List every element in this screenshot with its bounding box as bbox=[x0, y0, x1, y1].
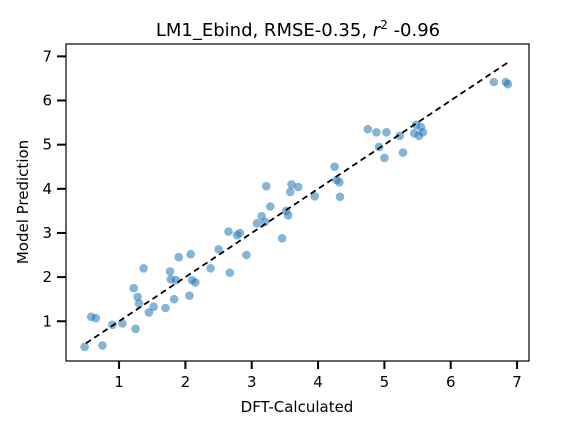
data-point-10 bbox=[134, 299, 144, 308]
y-tick-label-5: 5 bbox=[42, 136, 52, 154]
data-point-51 bbox=[382, 128, 391, 137]
data-point-26 bbox=[224, 227, 233, 236]
y-tick-label-1: 1 bbox=[42, 312, 52, 330]
data-point-35 bbox=[266, 202, 275, 211]
fit-line bbox=[85, 62, 508, 345]
x-tick-label-1: 1 bbox=[114, 373, 124, 391]
data-point-25 bbox=[214, 245, 223, 254]
data-point-45 bbox=[335, 177, 344, 187]
x-tick-label-7: 7 bbox=[512, 373, 522, 391]
data-point-17 bbox=[169, 294, 179, 304]
data-point-46 bbox=[335, 192, 345, 202]
data-point-53 bbox=[398, 148, 408, 157]
chart-title-r: r bbox=[373, 20, 382, 41]
chart-title-tail: -0.96 bbox=[388, 20, 440, 41]
data-point-31 bbox=[252, 219, 262, 228]
data-point-47 bbox=[363, 124, 373, 134]
y-tick-label-2: 2 bbox=[42, 268, 52, 286]
data-point-36 bbox=[277, 234, 287, 243]
data-point-34 bbox=[262, 181, 271, 191]
x-tick-label-4: 4 bbox=[313, 373, 323, 391]
data-point-40 bbox=[287, 180, 296, 189]
x-tick-label-6: 6 bbox=[446, 373, 456, 391]
data-point-11 bbox=[139, 264, 148, 273]
data-point-18 bbox=[171, 275, 181, 285]
data-point-3 bbox=[91, 313, 101, 323]
chart-title: LM1_Ebind, RMSE-0.35, r2 -0.96 bbox=[156, 18, 440, 41]
data-points bbox=[80, 77, 513, 352]
data-point-27 bbox=[225, 268, 235, 278]
data-point-30 bbox=[242, 250, 251, 260]
data-point-9 bbox=[133, 292, 142, 302]
data-point-20 bbox=[185, 291, 194, 301]
data-point-42 bbox=[310, 192, 320, 201]
x-axis-label: DFT-Calculated bbox=[241, 398, 354, 416]
y-tick-label-4: 4 bbox=[42, 180, 52, 198]
x-axis-ticks: 1 2 3 4 5 6 7 bbox=[114, 361, 522, 391]
data-point-12 bbox=[144, 308, 154, 317]
data-point-38 bbox=[283, 211, 293, 220]
data-point-50 bbox=[380, 153, 389, 163]
data-point-8 bbox=[131, 324, 140, 334]
x-tick-label-5: 5 bbox=[380, 373, 390, 391]
data-point-23 bbox=[191, 278, 200, 287]
data-point-14 bbox=[161, 303, 170, 313]
data-point-41 bbox=[293, 182, 303, 192]
data-point-43 bbox=[330, 162, 339, 171]
data-point-49 bbox=[374, 142, 384, 152]
data-point-24 bbox=[206, 264, 215, 273]
plot-frame bbox=[65, 43, 530, 362]
data-point-19 bbox=[174, 252, 184, 262]
data-point-13 bbox=[149, 302, 158, 312]
y-tick-label-6: 6 bbox=[42, 92, 52, 110]
y-axis-label: Model Prediction bbox=[14, 140, 32, 264]
y-axis-ticks: 1 2 3 4 5 6 7 bbox=[42, 47, 66, 330]
data-point-29 bbox=[235, 228, 245, 238]
data-point-1 bbox=[80, 342, 89, 352]
data-point-58 bbox=[418, 128, 428, 137]
y-tick-label-7: 7 bbox=[42, 47, 52, 65]
x-tick-label-2: 2 bbox=[181, 373, 191, 391]
data-point-15 bbox=[165, 267, 175, 276]
data-point-39 bbox=[285, 187, 295, 197]
data-point-7 bbox=[129, 283, 138, 293]
data-point-4 bbox=[98, 341, 107, 350]
data-point-21 bbox=[186, 249, 195, 259]
data-point-52 bbox=[395, 131, 405, 141]
x-tick-label-3: 3 bbox=[247, 373, 257, 391]
data-point-48 bbox=[372, 128, 381, 137]
data-point-59 bbox=[489, 77, 499, 87]
data-point-61 bbox=[503, 79, 513, 89]
chart-title-main: LM1_Ebind, RMSE-0.35, bbox=[156, 20, 373, 41]
data-point-33 bbox=[260, 217, 270, 227]
chart-title-superscript: 2 bbox=[380, 18, 388, 32]
y-tick-label-3: 3 bbox=[42, 224, 52, 242]
